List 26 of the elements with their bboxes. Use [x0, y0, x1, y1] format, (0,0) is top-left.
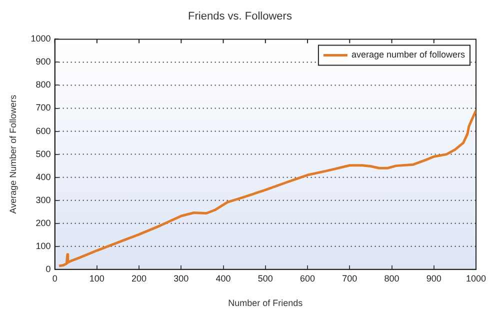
y-tick-label: 100 [36, 240, 51, 251]
legend-label: average number of followers [351, 50, 466, 60]
chart-title: Friends vs. Followers [188, 10, 292, 23]
y-tick-label: 300 [36, 194, 51, 205]
x-tick-label: 300 [174, 273, 189, 284]
y-tick-label: 400 [36, 172, 51, 182]
y-axis-title: Average Number of Followers [8, 94, 18, 214]
x-axis-title: Number of Friends [228, 298, 304, 308]
y-tick-label: 800 [36, 80, 51, 90]
x-tick-label: 800 [384, 273, 400, 284]
x-tick-label: 700 [342, 273, 358, 284]
y-tick-label: 900 [36, 56, 51, 67]
y-tick-label: 600 [36, 126, 51, 136]
x-tick-label: 200 [132, 273, 147, 284]
x-tick-label: 400 [216, 273, 231, 284]
y-tick-label: 200 [36, 218, 51, 228]
x-tick-label: 0 [52, 273, 58, 284]
x-tick-label: 900 [426, 273, 442, 284]
y-tick-label: 500 [36, 148, 51, 159]
x-tick-label: 500 [258, 273, 273, 284]
x-tick-label: 100 [89, 273, 104, 284]
y-tick-label: 1000 [30, 34, 51, 44]
x-tick-label: 1000 [466, 273, 486, 284]
y-tick-label: 700 [36, 102, 51, 113]
y-tick-label: 0 [46, 264, 51, 274]
x-tick-label: 600 [300, 273, 316, 284]
